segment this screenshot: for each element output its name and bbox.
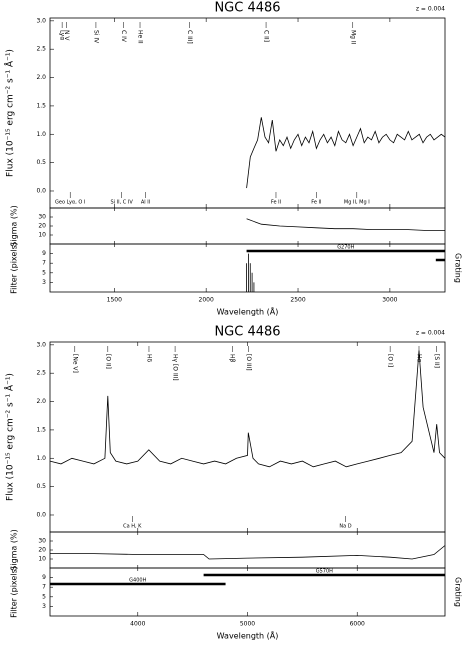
x-tick-label: 5000 (240, 621, 255, 628)
flux-line (246, 117, 446, 189)
y-tick-label: 3.0 (36, 17, 46, 24)
emission-label: Lyα (59, 30, 66, 40)
y-axis-label: Flux (10⁻¹⁵ erg cm⁻² s⁻¹ Å⁻¹) (4, 49, 16, 177)
filter-y-tick-label: 3 (42, 279, 46, 286)
absorption-label: Si II, C IV (111, 200, 134, 206)
y-tick-label: 0.0 (36, 187, 46, 194)
filter-y-tick-label: 7 (42, 584, 46, 591)
x-tick-label: 2000 (199, 297, 214, 304)
x-tick-label: 3000 (382, 297, 397, 304)
filter-y-tick-label: 5 (42, 593, 46, 600)
redshift: z = 0.004 (416, 6, 445, 13)
sigma-y-tick-label: 20 (38, 547, 46, 554)
emission-label: [Ne V] (71, 354, 78, 373)
x-tick-label: 1500 (107, 297, 122, 304)
grating-name: G570H (316, 569, 333, 575)
emission-label: [O III] (245, 354, 252, 371)
x-tick-label: 6000 (350, 621, 365, 628)
y-tick-label: 1.5 (36, 102, 46, 109)
panel-frame (49, 531, 446, 569)
sigma-y-tick-label: 10 (38, 556, 46, 563)
x-axis-label: Wavelength (Å) (217, 306, 279, 317)
emission-label: C IV (120, 30, 127, 43)
filter-y-tick-label: 9 (42, 250, 46, 257)
emission-label: C II] (263, 30, 270, 42)
absorption-label: Fe II (311, 200, 321, 206)
sigma-line (50, 545, 446, 560)
y-tick-label: 1.0 (36, 131, 46, 138)
grating-name: G270H (337, 245, 354, 251)
absorption-label: Na D (339, 524, 351, 530)
filter-y-tick-label: 9 (42, 574, 46, 581)
panel-frame (49, 243, 446, 293)
y-tick-label: 3.0 (36, 341, 46, 348)
emission-label: Mg II (349, 30, 356, 45)
sigma-y-tick-label: 30 (38, 538, 46, 545)
grating-name: G400H (129, 578, 146, 584)
grating-label: Grating (454, 253, 463, 283)
y-tick-label: 1.5 (36, 426, 46, 433)
y-tick-label: 2.0 (36, 398, 46, 405)
sigma-y-tick-label: 10 (38, 232, 46, 239)
x-tick-label: 2500 (290, 297, 305, 304)
chart-title: NGC 4486 (214, 1, 280, 16)
y-tick-label: 0.5 (36, 159, 46, 166)
filter-y-tick-label: 5 (42, 269, 46, 276)
x-tick-label: 4000 (130, 621, 145, 628)
flux-line (49, 350, 446, 468)
absorption-label: Al II (141, 200, 150, 206)
sigma-line (246, 218, 445, 231)
x-axis-label: Wavelength (Å) (217, 630, 279, 641)
filter-axis-label: Filter (pixels) (10, 242, 19, 294)
chart-title: NGC 4486 (214, 325, 280, 340)
redshift: z = 0.004 (416, 330, 445, 337)
y-axis-label: Flux (10⁻¹⁵ erg cm⁻² s⁻¹ Å⁻¹) (4, 373, 16, 501)
y-tick-label: 0.0 (36, 511, 46, 518)
y-tick-label: 2.0 (36, 74, 46, 81)
emission-label: Hγ [O III] (172, 354, 179, 381)
emission-label: Hα (415, 354, 422, 363)
y-tick-label: 2.5 (36, 46, 46, 53)
emission-label: N V (63, 30, 70, 41)
emission-label: [S II] (433, 354, 440, 368)
absorption-label: Mg II, Mg I (344, 200, 370, 206)
emission-label: Hδ (145, 354, 152, 363)
y-tick-label: 0.5 (36, 483, 46, 490)
filter-y-tick-label: 3 (42, 603, 46, 610)
y-tick-label: 2.5 (36, 370, 46, 377)
emission-label: Hβ (229, 354, 236, 363)
panel-frame (49, 207, 446, 245)
emission-label: [O I] (387, 354, 394, 367)
y-tick-label: 1.0 (36, 455, 46, 462)
emission-label: [O II] (104, 354, 111, 369)
grating-label: Grating (454, 577, 463, 607)
emission-label: C III] (186, 30, 193, 44)
emission-label: Si IV (92, 30, 99, 44)
absorption-label: Geo Lyα, O I (55, 200, 85, 206)
sigma-axis-label: Sigma (%) (10, 529, 19, 570)
sigma-axis-label: Sigma (%) (10, 205, 19, 246)
emission-label: He II (137, 30, 144, 44)
absorption-label: Fe II (271, 200, 281, 206)
sigma-y-tick-label: 20 (38, 223, 46, 230)
filter-y-tick-label: 7 (42, 260, 46, 267)
sigma-y-tick-label: 30 (38, 214, 46, 221)
filter-axis-label: Filter (pixels) (10, 566, 19, 618)
absorption-label: Ca H, K (123, 524, 142, 530)
